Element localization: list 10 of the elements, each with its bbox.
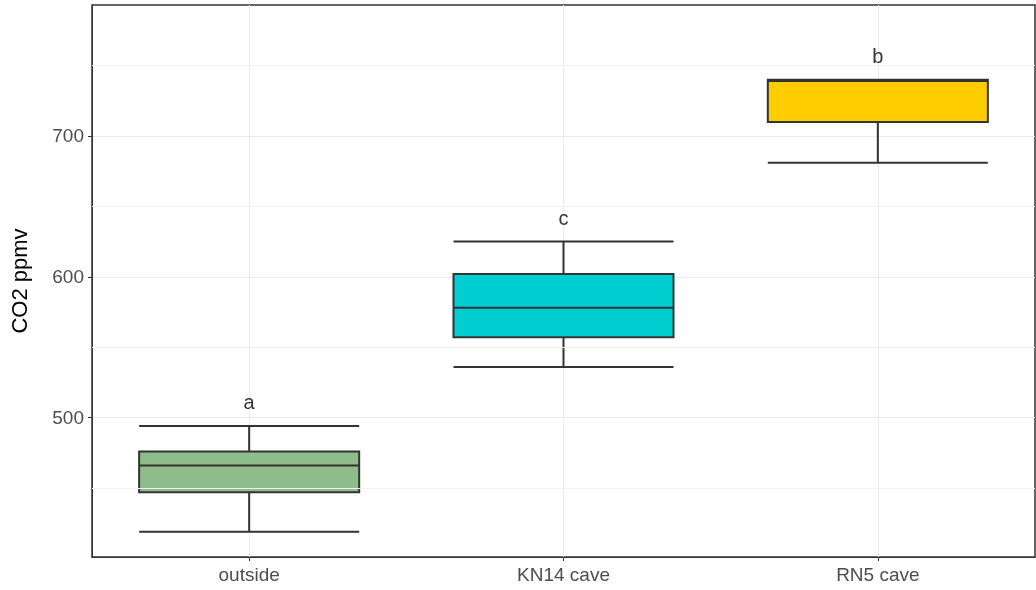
x-tick-label: KN14 cave	[517, 564, 610, 585]
y-tick-label: 700	[52, 125, 84, 147]
y-tick-label: 500	[52, 407, 84, 429]
annotation: c	[558, 206, 569, 229]
y-tick-label: 600	[52, 266, 84, 288]
y-axis-title: CO2 ppmv	[6, 228, 32, 334]
x-tick-label: RN5 cave	[836, 564, 920, 585]
x-tick-label: outside	[218, 564, 280, 585]
annotation: a	[243, 391, 256, 414]
annotation: b	[872, 44, 884, 67]
